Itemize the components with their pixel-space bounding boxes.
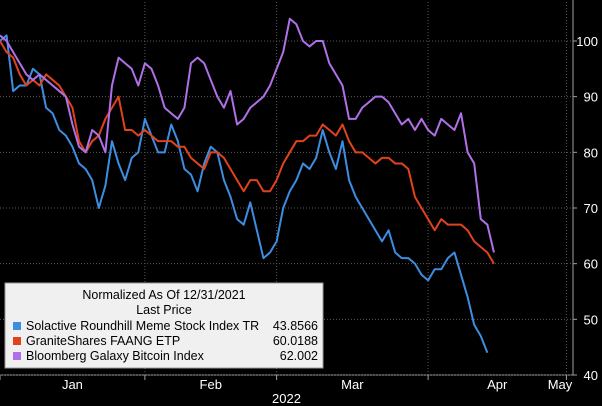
y-tick-label: 80 [584,145,598,160]
legend-header-last-price: Last Price [136,303,192,317]
y-tick-label: 70 [584,201,598,216]
legend-entry-value: 60.0188 [273,334,318,348]
legend: Normalized As Of 12/31/2021 Last Price S… [4,282,324,369]
grid-lines [0,2,573,376]
y-tick-label: 50 [584,312,598,327]
series-line-2 [0,40,495,265]
series-lines [0,17,495,354]
y-tick-label: 60 [584,257,598,272]
legend-entry-name: GraniteShares FAANG ETP [26,334,180,348]
legend-swatch-1 [13,322,21,330]
x-axis: Jan Feb Mar Apr May 2022 [0,375,573,406]
x-tick-label: Apr [487,377,508,392]
legend-entry-value: 62.002 [280,349,318,363]
y-tick-label: 100 [576,34,598,49]
x-tick-label: Mar [341,377,364,392]
series-line-3 [0,17,495,253]
legend-swatch-3 [13,352,21,360]
x-tick-label: Jan [62,377,83,392]
legend-box [4,282,324,369]
y-tick-label: 90 [584,90,598,105]
legend-entries: Solactive Roundhill Meme Stock Index TR 4… [13,319,318,363]
x-axis-year-label: 2022 [272,391,301,406]
legend-entry-value: 43.8566 [273,319,318,333]
series-line-1 [0,34,489,354]
legend-swatch-2 [13,337,21,345]
legend-header-normalized: Normalized As Of 12/31/2021 [82,288,245,302]
legend-entry-name: Solactive Roundhill Meme Stock Index TR [26,319,259,333]
y-axis: 40 50 60 70 80 90 100 [573,34,598,383]
y-tick-label: 40 [584,368,598,383]
x-tick-label: May [548,377,573,392]
x-tick-label: Feb [200,377,222,392]
legend-entry-name: Bloomberg Galaxy Bitcoin Index [26,349,205,363]
